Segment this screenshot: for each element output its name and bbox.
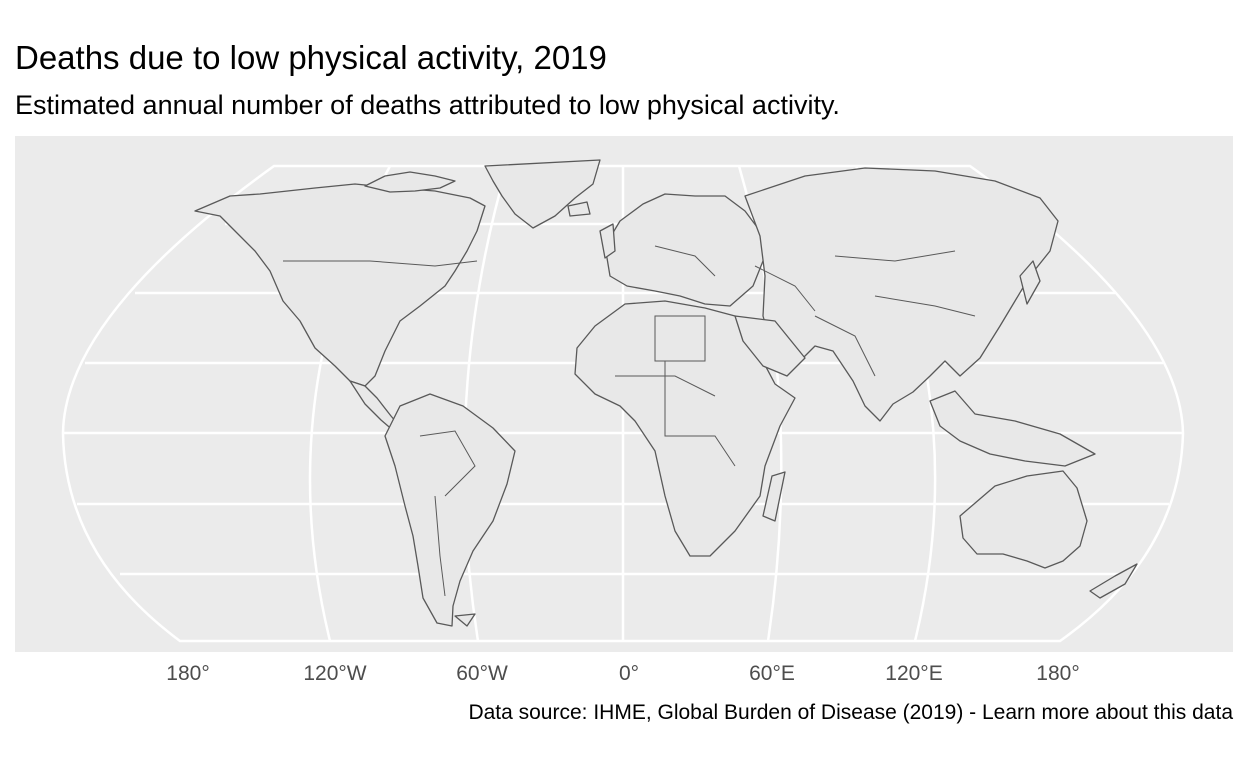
new-zealand <box>1089 563 1138 599</box>
chart-subtitle: Estimated annual number of deaths attrib… <box>15 90 840 120</box>
longitude-label-180-east: 180° <box>1036 662 1080 685</box>
country-borders <box>283 245 976 597</box>
iceland <box>567 201 591 217</box>
land-masses <box>194 159 1138 627</box>
chart-title: Deaths due to low physical activity, 201… <box>15 39 607 76</box>
arctic-islands <box>364 171 456 193</box>
africa <box>574 300 796 557</box>
longitude-label-60e: 60°E <box>749 662 795 685</box>
longitude-label-180-west: 180° <box>166 662 210 685</box>
longitude-label-120e: 120°E <box>885 662 943 685</box>
longitude-label-0: 0° <box>618 662 640 685</box>
greenland <box>484 159 601 229</box>
antarctic-tip <box>454 613 476 627</box>
japan <box>1019 260 1041 305</box>
data-source-note: Data source: IHME, Global Burden of Dise… <box>468 701 1233 724</box>
madagascar <box>762 471 786 522</box>
uk-ireland <box>599 223 616 259</box>
longitude-label-60w: 60°W <box>456 662 508 685</box>
maritime-southeast-asia <box>929 390 1096 467</box>
arabian-peninsula <box>734 315 806 377</box>
longitude-label-120w: 120°W <box>303 662 367 685</box>
south-america <box>384 393 516 627</box>
world-map <box>15 136 1233 652</box>
australia <box>959 470 1088 569</box>
